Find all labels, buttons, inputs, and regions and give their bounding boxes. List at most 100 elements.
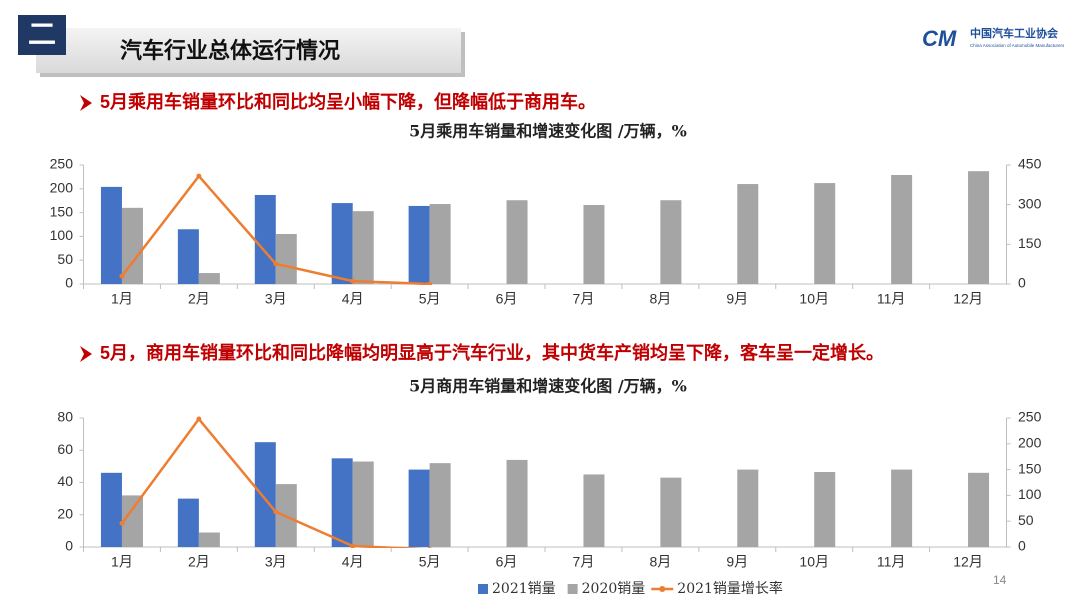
x-tick-label: 5月	[419, 554, 441, 570]
line-point	[273, 261, 279, 267]
legend-label: 2021销量	[492, 581, 556, 597]
x-tick-label: 4月	[342, 554, 364, 570]
y2-tick-label: 300	[1018, 195, 1042, 211]
y2-tick-label: 0	[1018, 538, 1026, 554]
bar	[814, 183, 836, 284]
bar	[429, 204, 451, 284]
x-tick-label: 9月	[726, 291, 748, 307]
line-group	[119, 173, 433, 285]
y2-tick-label: 150	[1018, 460, 1042, 476]
x-tick-label: 12月	[953, 291, 983, 307]
bar	[891, 174, 913, 284]
bar	[275, 234, 297, 284]
line-point	[427, 547, 432, 548]
x-tick-label: 3月	[265, 554, 287, 570]
bar	[254, 194, 276, 284]
logo-mark: CM	[922, 26, 957, 51]
bullet-text: 5月，商用车销量环比和同比降幅均明显高于汽车行业，其中货车产销均呈下降，客车呈一…	[100, 342, 884, 363]
bar	[331, 458, 353, 547]
bar	[352, 461, 374, 547]
bar	[506, 200, 528, 284]
bar	[660, 200, 682, 284]
bar	[331, 203, 353, 284]
y-tick-label: 60	[57, 441, 73, 457]
y-tick-label: 100	[50, 227, 74, 243]
chart-title: 5月乘用车销量和增速变化图 /万辆，%	[409, 122, 687, 141]
bar	[198, 532, 220, 547]
legend-label: 2021销量增长率	[677, 580, 783, 597]
x-tick-label: 7月	[573, 291, 595, 307]
bullet-text: 5月乘用车销量环比和同比均呈小幅下降，但降幅低于商用车。	[100, 91, 596, 112]
bar	[254, 442, 276, 547]
bullet-icon	[80, 95, 92, 111]
bar	[100, 472, 122, 547]
y-tick-label: 250	[50, 156, 74, 172]
bar	[408, 205, 430, 284]
bullet-icon	[80, 346, 92, 362]
bar	[408, 469, 430, 547]
bar	[814, 472, 836, 547]
bar	[198, 273, 220, 284]
x-tick-label: 6月	[496, 291, 518, 307]
x-tick-label: 2月	[188, 291, 210, 307]
x-tick-label: 6月	[496, 554, 518, 570]
x-tick-label: 1月	[111, 554, 133, 570]
line-point	[273, 509, 279, 515]
y-tick-label: 20	[57, 505, 73, 521]
y-tick-label: 50	[57, 251, 73, 267]
x-tick-label: 1月	[111, 291, 133, 307]
line-point	[119, 273, 125, 279]
y2-tick-label: 50	[1018, 512, 1034, 528]
y-tick-label: 0	[65, 275, 73, 291]
bar	[352, 211, 374, 284]
line-point	[350, 543, 356, 548]
logo-english: China Association of Automobile Manufact…	[970, 43, 1065, 48]
y-tick-label: 200	[50, 180, 74, 196]
x-tick-label: 2月	[188, 554, 210, 570]
legend-swatch	[659, 586, 666, 592]
y-tick-label: 150	[50, 203, 74, 219]
legend-swatch	[478, 584, 488, 594]
chart-title: 5月商用车销量和增速变化图 /万辆，%	[409, 377, 687, 396]
x-tick-label: 9月	[726, 554, 748, 570]
bar	[968, 472, 990, 547]
bar	[737, 469, 759, 547]
x-tick-label: 8月	[649, 554, 671, 570]
y2-tick-label: 450	[1018, 156, 1042, 172]
bar	[891, 469, 913, 547]
slide-title: 汽车行业总体运行情况	[120, 38, 340, 63]
bar	[506, 459, 528, 547]
y-tick-label: 80	[57, 409, 73, 425]
x-tick-label: 11月	[877, 291, 906, 307]
logo-name: 中国汽车工业协会	[970, 26, 1059, 40]
bar	[968, 171, 990, 284]
line-point	[196, 416, 202, 422]
bar	[177, 229, 199, 284]
y2-tick-label: 0	[1018, 275, 1026, 291]
bar	[429, 463, 451, 547]
x-tick-label: 10月	[799, 554, 829, 570]
line-point	[196, 173, 202, 179]
x-tick-label: 7月	[573, 554, 595, 570]
x-tick-label: 5月	[419, 291, 441, 307]
x-tick-label: 10月	[799, 291, 829, 307]
line-point	[350, 278, 356, 284]
legend-label: 2020销量	[582, 581, 646, 597]
line-point	[427, 281, 433, 285]
y2-tick-label: 200	[1018, 435, 1042, 451]
bar	[121, 495, 143, 547]
y2-tick-label: 150	[1018, 235, 1042, 251]
bar	[737, 184, 759, 284]
x-tick-label: 4月	[342, 291, 364, 307]
y2-tick-label: 100	[1018, 486, 1042, 502]
x-tick-label: 11月	[877, 554, 906, 570]
line-group	[119, 416, 432, 548]
bar	[660, 477, 682, 547]
section-box	[18, 15, 66, 55]
line-point	[119, 520, 125, 526]
x-tick-label: 8月	[649, 291, 671, 307]
bar	[121, 207, 143, 284]
bar	[177, 498, 199, 547]
bar	[583, 474, 605, 547]
bar	[583, 204, 605, 284]
